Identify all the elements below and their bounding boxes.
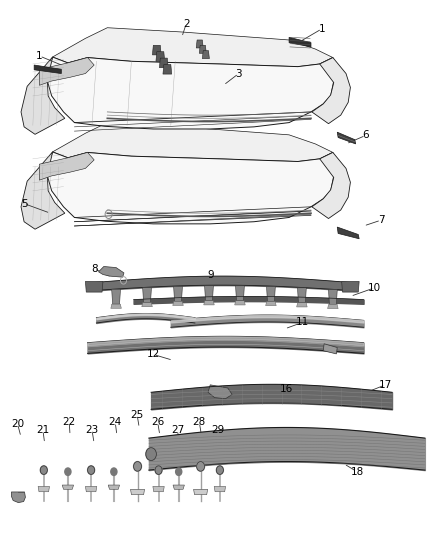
Polygon shape [38, 487, 49, 492]
Polygon shape [199, 45, 206, 53]
Polygon shape [39, 152, 94, 180]
Polygon shape [159, 58, 168, 68]
Text: 25: 25 [131, 410, 144, 419]
Polygon shape [235, 301, 245, 305]
Circle shape [146, 448, 156, 461]
Polygon shape [111, 304, 121, 309]
Text: 26: 26 [151, 417, 164, 427]
Polygon shape [208, 385, 232, 399]
Text: 1: 1 [318, 24, 325, 34]
Polygon shape [85, 281, 103, 292]
Text: 3: 3 [235, 69, 242, 78]
Polygon shape [85, 487, 97, 492]
Text: 27: 27 [171, 425, 184, 435]
Polygon shape [47, 57, 334, 129]
Polygon shape [173, 286, 182, 301]
Polygon shape [205, 286, 213, 301]
Polygon shape [323, 344, 337, 354]
Polygon shape [62, 485, 74, 489]
Polygon shape [173, 301, 183, 305]
Polygon shape [214, 487, 226, 492]
Polygon shape [312, 152, 350, 219]
Circle shape [155, 466, 162, 474]
Polygon shape [112, 289, 120, 304]
Circle shape [197, 462, 205, 471]
Circle shape [134, 462, 141, 471]
Text: 21: 21 [36, 425, 49, 435]
Circle shape [40, 466, 47, 474]
Polygon shape [34, 65, 61, 74]
Circle shape [176, 468, 182, 475]
Polygon shape [53, 28, 333, 67]
Polygon shape [21, 152, 65, 229]
Polygon shape [153, 487, 164, 492]
Polygon shape [21, 57, 65, 134]
Polygon shape [337, 132, 356, 144]
Polygon shape [204, 301, 214, 305]
Polygon shape [47, 152, 334, 224]
Polygon shape [99, 266, 124, 277]
Polygon shape [267, 287, 276, 302]
Polygon shape [163, 64, 172, 74]
Polygon shape [173, 485, 184, 489]
Polygon shape [312, 58, 350, 124]
Polygon shape [297, 288, 306, 303]
Polygon shape [337, 227, 359, 239]
Polygon shape [194, 489, 208, 495]
Polygon shape [39, 58, 94, 85]
Text: 23: 23 [85, 425, 99, 435]
Polygon shape [143, 288, 152, 303]
Text: 18: 18 [350, 467, 364, 477]
Circle shape [88, 466, 95, 474]
Text: 6: 6 [362, 131, 369, 140]
Text: 28: 28 [193, 417, 206, 427]
Polygon shape [108, 485, 120, 489]
Text: 10: 10 [368, 283, 381, 293]
Text: 2: 2 [183, 19, 190, 29]
Circle shape [65, 468, 71, 475]
Polygon shape [202, 51, 209, 59]
Circle shape [216, 466, 223, 474]
Circle shape [111, 468, 117, 475]
Polygon shape [289, 37, 311, 47]
Polygon shape [297, 303, 307, 307]
Text: 11: 11 [296, 318, 309, 327]
Text: 12: 12 [147, 350, 160, 359]
Polygon shape [156, 52, 165, 61]
Polygon shape [142, 303, 152, 307]
Polygon shape [131, 489, 145, 495]
Text: 8: 8 [91, 264, 98, 273]
Polygon shape [328, 304, 338, 309]
Polygon shape [342, 281, 359, 292]
Text: 22: 22 [63, 417, 76, 427]
Polygon shape [266, 302, 276, 306]
Text: 20: 20 [11, 419, 24, 429]
Text: 1: 1 [36, 51, 43, 61]
Text: 17: 17 [379, 380, 392, 390]
Text: 16: 16 [280, 384, 293, 394]
Text: 9: 9 [207, 270, 214, 280]
Polygon shape [11, 492, 25, 503]
Polygon shape [236, 286, 244, 301]
Polygon shape [328, 289, 337, 304]
Polygon shape [53, 123, 333, 161]
Polygon shape [152, 45, 161, 55]
Text: 5: 5 [21, 199, 28, 208]
Text: 29: 29 [212, 425, 225, 435]
Polygon shape [196, 40, 203, 48]
Text: 7: 7 [378, 215, 385, 225]
Text: 24: 24 [109, 417, 122, 427]
